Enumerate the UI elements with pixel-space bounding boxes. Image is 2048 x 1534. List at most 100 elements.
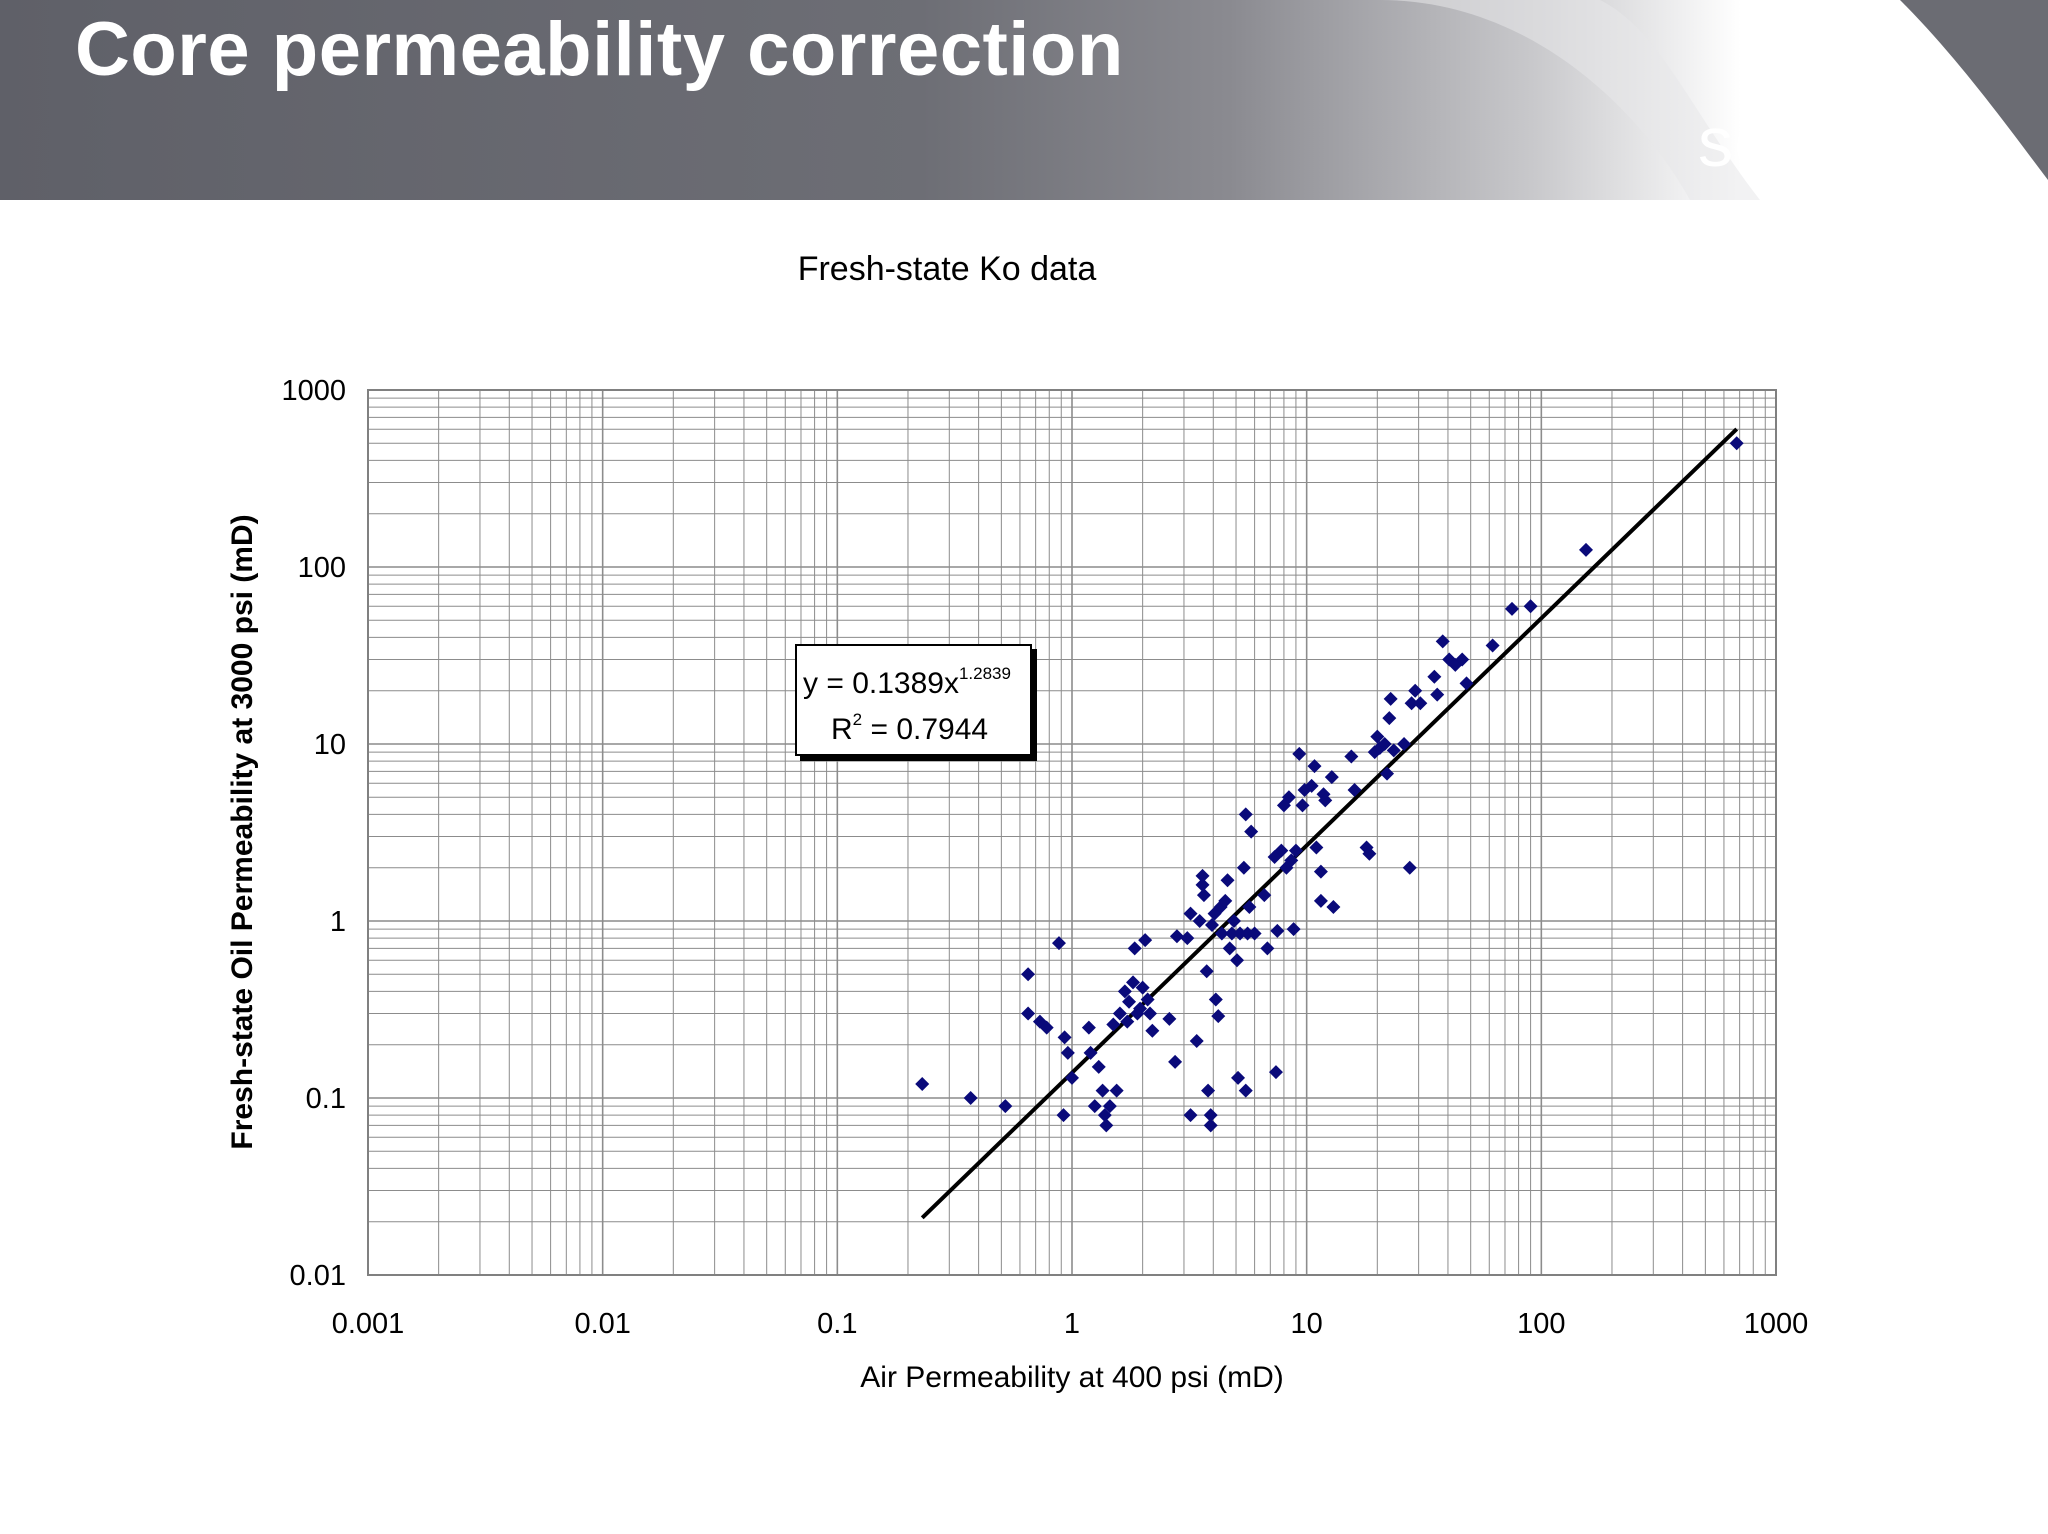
- data-point: [1578, 542, 1593, 557]
- data-point: [1427, 669, 1442, 684]
- x-tick-label: 0.01: [574, 1308, 630, 1340]
- data-point: [1268, 1065, 1283, 1080]
- data-point: [1183, 906, 1198, 921]
- data-point: [1065, 1070, 1079, 1085]
- data-point: [1135, 980, 1150, 995]
- x-tick-label: 10: [1291, 1308, 1323, 1340]
- data-point: [1307, 759, 1322, 774]
- data-point: [1404, 696, 1419, 711]
- chart-grid: [367, 390, 1776, 1276]
- data-point: [1102, 1099, 1117, 1114]
- x-axis-label: Air Permeability at 400 psi (mD): [860, 1361, 1283, 1394]
- data-point: [1309, 840, 1324, 855]
- data-point: [1238, 807, 1253, 822]
- data-point: [1133, 1001, 1148, 1016]
- data-point: [1162, 1011, 1177, 1026]
- data-point: [1169, 929, 1184, 944]
- header-swoosh-shape: [1380, 0, 2048, 200]
- data-point: [1095, 1083, 1110, 1098]
- senergy-logo-icon: [1779, 22, 1876, 112]
- data-point: [1195, 877, 1210, 892]
- x-tick-label: 1: [1064, 1308, 1080, 1340]
- data-point: [1324, 770, 1339, 785]
- chart-title: Fresh-state Ko data: [798, 250, 1097, 288]
- data-point: [1195, 868, 1210, 883]
- data-point: [1286, 922, 1301, 937]
- data-point: [1039, 1020, 1054, 1035]
- data-point: [1505, 601, 1520, 616]
- data-point: [1288, 843, 1303, 858]
- data-point: [1091, 1059, 1106, 1074]
- data-point: [1112, 1006, 1127, 1021]
- data-point: [1344, 749, 1359, 764]
- data-point: [1247, 926, 1262, 941]
- data-point: [1347, 782, 1362, 797]
- slide-title: Core permeability correction: [75, 7, 1124, 92]
- x-tick-label: 0.1: [817, 1308, 857, 1340]
- data-point: [1242, 899, 1257, 914]
- data-point: [998, 1099, 1013, 1114]
- data-point: [1032, 1014, 1047, 1029]
- data-point: [915, 1076, 930, 1091]
- data-point: [1060, 1045, 1075, 1060]
- data-point: [1120, 1014, 1135, 1029]
- data-point: [1109, 1083, 1124, 1098]
- data-point: [1220, 873, 1235, 888]
- data-point: [1292, 746, 1307, 761]
- data-point: [1326, 899, 1341, 914]
- data-point: [1523, 599, 1538, 614]
- y-tick-label: 0.01: [290, 1260, 346, 1292]
- y-tick-label: 1000: [281, 375, 346, 407]
- y-tick-label: 1: [330, 906, 346, 938]
- data-point: [1257, 888, 1272, 903]
- data-point: [1244, 824, 1259, 839]
- data-point: [1383, 691, 1398, 706]
- data-point: [1313, 864, 1328, 879]
- data-point: [1203, 1108, 1218, 1123]
- data-point: [1056, 1108, 1071, 1123]
- data-point: [1117, 984, 1132, 999]
- data-point: [1057, 1030, 1072, 1045]
- data-point: [1362, 846, 1377, 861]
- data-point: [1097, 1108, 1112, 1123]
- data-point: [1138, 933, 1153, 948]
- data-point: [1233, 926, 1248, 941]
- data-point: [1224, 926, 1239, 941]
- data-point: [1126, 975, 1141, 990]
- data-point: [1377, 737, 1392, 751]
- data-point: [1183, 1108, 1198, 1123]
- data-point: [1238, 1083, 1253, 1098]
- senergy-logo-text: senergy: [1698, 103, 1955, 181]
- data-point: [1455, 652, 1470, 667]
- data-point: [1122, 994, 1137, 1009]
- data-point: [1442, 652, 1457, 667]
- data-point: [1127, 941, 1142, 956]
- data-point: [1386, 743, 1401, 758]
- data-point: [1145, 1023, 1160, 1038]
- data-point: [1021, 1006, 1036, 1021]
- data-point: [1485, 638, 1500, 653]
- data-point: [1199, 964, 1214, 979]
- data-point: [963, 1091, 978, 1105]
- slide-header: Core permeability correction senergy: [0, 0, 2048, 200]
- data-point: [1051, 936, 1066, 951]
- data-point: [1168, 1054, 1183, 1069]
- data-point: [1087, 1099, 1102, 1114]
- data-point: [1218, 893, 1233, 908]
- data-points: [915, 436, 1744, 1133]
- r-squared-value: R2 = 0.7944: [831, 710, 989, 746]
- data-point: [1459, 676, 1474, 691]
- data-point: [1397, 737, 1412, 751]
- plot-area-border: [367, 389, 1777, 1276]
- data-point: [1313, 893, 1328, 908]
- data-point: [1318, 793, 1333, 808]
- data-point: [1304, 778, 1319, 793]
- data-point: [1196, 888, 1211, 903]
- data-point: [1281, 790, 1296, 805]
- data-point: [1021, 967, 1036, 982]
- data-point: [1370, 729, 1385, 744]
- data-point: [1222, 941, 1237, 956]
- scatter-chart: Fresh-state Ko data 0.001 0.01 0.1 1 10 100 10…: [226, 250, 1809, 1394]
- x-tick-label: 1000: [1744, 1308, 1809, 1340]
- data-point: [1192, 914, 1207, 928]
